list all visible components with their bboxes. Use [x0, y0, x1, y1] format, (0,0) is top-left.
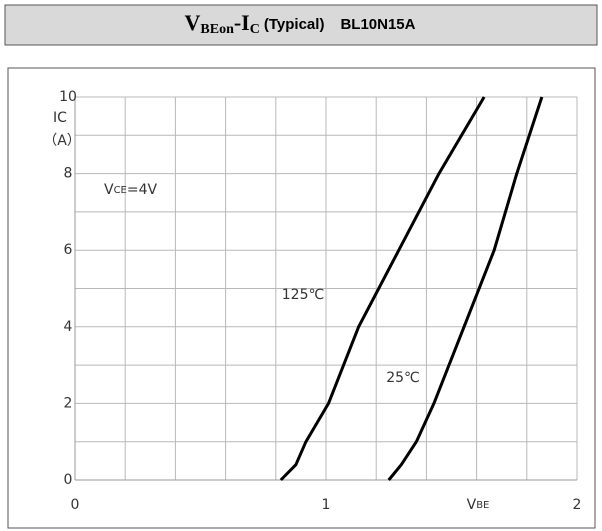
plot — [74, 96, 578, 481]
curve — [279, 96, 486, 482]
y-tick-label: 10 — [59, 89, 77, 105]
curve-label: 25℃ — [386, 370, 420, 386]
x-label-sub: BE — [476, 500, 489, 511]
curve-label: 125℃ — [282, 287, 324, 303]
y-tick-label: 8 — [64, 166, 73, 182]
condition-sub: CE — [114, 185, 127, 196]
condition: VCE=4V — [104, 182, 158, 198]
x-label: VBE — [467, 497, 490, 513]
x-tick-label: 2 — [573, 497, 582, 513]
curve — [387, 96, 544, 481]
header-v: V — [185, 10, 201, 35]
y-label-unit: （A） — [43, 133, 81, 149]
x-tick-label: 0 — [71, 497, 80, 513]
header-note: (Typical) — [264, 16, 325, 33]
y-tick-label: 2 — [64, 395, 73, 411]
header-i-sub: C — [250, 22, 260, 37]
y-tick-label: 0 — [64, 472, 73, 488]
y-tick-label: 4 — [64, 319, 73, 335]
x-label-main: V — [467, 497, 477, 513]
condition-rest: =4V — [127, 182, 158, 198]
y-tick-label: 6 — [64, 242, 73, 258]
header-v-sub: BEon — [200, 22, 234, 37]
header-box — [4, 4, 598, 46]
header-i: -I — [234, 10, 250, 35]
header-part: BL10N15A — [340, 16, 415, 33]
condition-main: V — [104, 182, 114, 198]
y-label: IC — [53, 110, 67, 126]
chart-frame — [7, 67, 596, 529]
x-tick-label: 1 — [322, 497, 331, 513]
header-title: VBEon-IC (Typical) BL10N15A — [185, 10, 416, 37]
